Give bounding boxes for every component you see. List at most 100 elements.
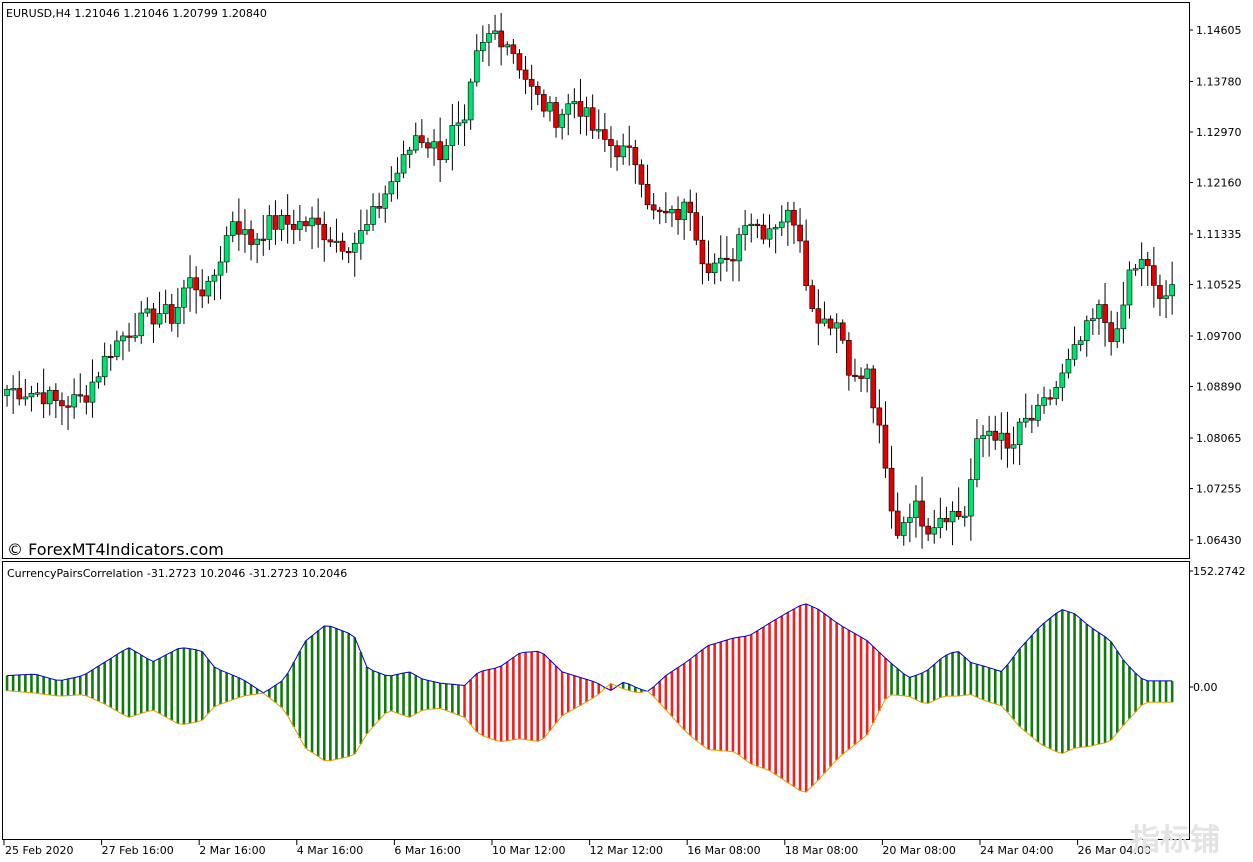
candle-bull: [71, 394, 77, 408]
candle-bear: [1157, 285, 1163, 299]
candle-bull: [986, 430, 992, 437]
candle-bear: [1029, 417, 1035, 421]
candle-bull: [907, 517, 913, 523]
candle-bull: [571, 101, 578, 105]
candle-bear: [1004, 432, 1011, 449]
candle-bear: [290, 224, 297, 230]
candle-bull: [370, 206, 376, 225]
candle-bull: [473, 50, 480, 83]
candle-bear: [516, 53, 523, 71]
candle-bull: [974, 438, 980, 480]
candle-bear: [577, 101, 584, 117]
candle-bear: [107, 355, 114, 359]
time-axis: 25 Feb 2020 27 Feb 16:00 2 Mar 16:00 4 Mar …: [3, 840, 1151, 857]
candle-bull: [864, 368, 870, 379]
candle-bear: [284, 215, 291, 225]
candle-bear: [650, 204, 657, 211]
candle-bull: [333, 240, 340, 243]
candle-bear: [339, 240, 346, 252]
candle-bull: [821, 318, 828, 324]
candle-bear: [272, 215, 279, 230]
candle-bear: [602, 129, 608, 140]
price-axis: 1.14605 1.13780 1.12970 1.12160 1.11335 1.105…: [1189, 24, 1242, 547]
candle-bull: [766, 228, 773, 240]
time-tick-label: 16 Mar 08:00: [687, 844, 760, 857]
candle-bear: [925, 525, 931, 535]
indicator-tick-label: 152.2742: [1193, 565, 1246, 578]
candle-bull: [1022, 417, 1029, 423]
price-tick-label: 1.12160: [1196, 177, 1242, 190]
candle-bull: [10, 388, 16, 391]
candle-bear: [955, 510, 962, 517]
candle-bear: [260, 238, 267, 241]
candle-bull: [358, 230, 364, 244]
candle-bull: [595, 129, 602, 132]
candle-bull: [480, 41, 486, 52]
candle-bear: [553, 102, 559, 128]
candle-bull: [1090, 318, 1096, 322]
candle-bull: [46, 390, 53, 405]
candle-bull: [998, 432, 1005, 441]
candle-bull: [1065, 358, 1072, 374]
candle-bull: [242, 229, 248, 235]
candle-bull: [443, 145, 450, 161]
indicator-lower-line: [6, 682, 1173, 793]
main-chart-frame: [2, 2, 1190, 559]
candle-bear: [1102, 304, 1108, 323]
candle-bull: [1163, 295, 1169, 299]
candle-bull: [95, 376, 102, 383]
price-tick-label: 1.08065: [1196, 432, 1242, 445]
candle-bull: [559, 113, 565, 128]
candle-bear: [644, 184, 651, 206]
candle-bear: [53, 390, 59, 401]
candle-bull: [223, 235, 230, 263]
main-chart-title: EURUSD,H4 1.21046 1.21046 1.20799 1.2084…: [6, 7, 267, 20]
candle-bear: [626, 145, 633, 148]
candle-bear: [59, 400, 65, 407]
watermark-text: © ForexMT4Indicators.com: [7, 540, 224, 559]
candle-bear: [522, 69, 529, 80]
candle-bear: [870, 368, 877, 409]
candle-bull: [968, 479, 974, 517]
time-tick-label: 4 Mar 16:00: [297, 844, 363, 857]
candle-bear: [150, 308, 157, 325]
candle-bull: [748, 223, 755, 227]
candle-bull: [504, 44, 511, 48]
candle-bull: [101, 355, 108, 378]
candle-bull: [461, 119, 468, 124]
candle-bull: [114, 340, 120, 357]
candle-bull: [772, 227, 779, 230]
candle-bull: [583, 107, 590, 117]
time-tick-label: 18 Mar 08:00: [785, 844, 858, 857]
candle-bear: [852, 374, 858, 378]
candle-bull: [717, 257, 724, 264]
candle-bear: [730, 259, 736, 262]
time-tick-label: 10 Mar 12:00: [492, 844, 565, 857]
candle-bull: [669, 208, 675, 214]
candle-bull: [1132, 268, 1139, 271]
candle-bear: [419, 135, 425, 144]
candle-bear: [1047, 397, 1053, 400]
candle-bull: [175, 306, 181, 324]
candle-bull: [937, 517, 944, 528]
candle-bear: [992, 430, 999, 441]
candle-bear: [608, 139, 614, 146]
candle-bull: [431, 141, 437, 149]
candle-bull: [1120, 304, 1127, 330]
candle-bull: [351, 242, 358, 253]
candle-bear: [656, 209, 663, 212]
candle-bear: [614, 145, 620, 158]
candle-bull: [1053, 387, 1060, 399]
candle-bull: [900, 522, 907, 536]
candle-bear: [858, 375, 864, 379]
candle-bear: [315, 217, 321, 225]
price-tick-label: 1.08890: [1196, 381, 1242, 394]
candle-bear: [888, 467, 895, 512]
candle-bear: [882, 424, 889, 469]
candle-bull: [913, 500, 919, 518]
candle-bear: [83, 395, 90, 403]
price-tick-label: 1.11335: [1196, 228, 1242, 241]
candle-bull: [278, 215, 285, 230]
candle-bull: [742, 225, 748, 235]
